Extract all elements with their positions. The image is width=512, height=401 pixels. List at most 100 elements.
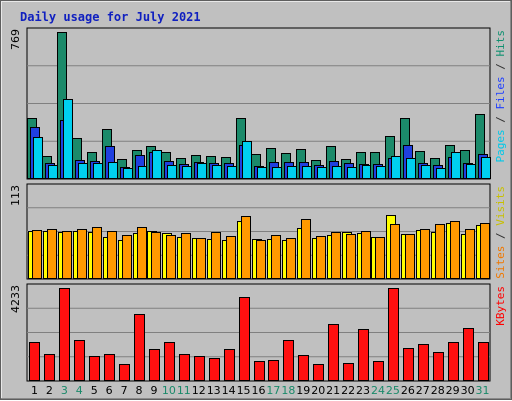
bar-pages-day-16 <box>257 167 267 179</box>
x-tick-label-day-24: 24 <box>371 384 385 397</box>
bar-sites-day-25 <box>390 224 400 279</box>
bar-pages-day-2 <box>48 165 58 179</box>
bar-sites-day-18 <box>286 238 296 279</box>
bar-sites-day-15 <box>241 216 251 279</box>
bar-kbytes-day-22 <box>343 363 354 381</box>
x-tick-label-day-20: 20 <box>311 384 325 397</box>
legend-kbytes: KBytes <box>494 286 507 326</box>
panel-middle-legend: Sites / Visits <box>494 186 507 279</box>
bar-sites-day-20 <box>316 236 326 279</box>
bar-pages-day-5 <box>93 163 103 179</box>
x-tick-label-day-7: 7 <box>121 384 128 397</box>
legend-hits: Hits <box>494 30 507 57</box>
legend-sites: Sites <box>494 246 507 279</box>
bar-kbytes-day-12 <box>194 356 205 381</box>
bar-sites-day-9 <box>151 232 161 279</box>
chart-title: Daily usage for July 2021 <box>20 10 201 24</box>
bar-pages-day-6 <box>108 162 118 179</box>
bar-sites-day-29 <box>450 221 460 279</box>
bar-sites-day-28 <box>435 224 445 279</box>
bar-pages-day-20 <box>317 167 327 179</box>
x-tick-label-day-26: 26 <box>401 384 415 397</box>
bar-kbytes-day-27 <box>418 344 429 381</box>
bar-sites-day-31 <box>480 223 490 279</box>
bar-pages-day-18 <box>287 166 297 179</box>
bar-sites-day-16 <box>256 240 266 279</box>
x-tick-label-day-1: 1 <box>31 384 38 397</box>
bar-sites-day-19 <box>301 219 311 279</box>
bar-sites-day-27 <box>420 229 430 279</box>
bar-kbytes-day-23 <box>358 329 369 381</box>
bar-sites-day-2 <box>47 229 57 279</box>
bar-pages-day-17 <box>272 167 282 179</box>
x-tick-label-day-14: 14 <box>222 384 236 397</box>
bar-pages-day-29 <box>451 152 461 179</box>
bar-pages-day-24 <box>376 166 386 179</box>
bar-kbytes-day-31 <box>478 342 489 381</box>
x-tick-label-day-2: 2 <box>46 384 53 397</box>
bar-sites-day-17 <box>271 235 281 279</box>
bar-kbytes-day-4 <box>74 340 85 381</box>
legend-files: Files <box>494 76 507 109</box>
legend-/: / <box>494 57 507 77</box>
bar-sites-day-10 <box>166 235 176 279</box>
x-tick-label-day-18: 18 <box>281 384 295 397</box>
x-tick-label-day-3: 3 <box>61 384 68 397</box>
x-tick-label-day-31: 31 <box>476 384 490 397</box>
bar-kbytes-day-11 <box>179 354 190 381</box>
bar-kbytes-day-1 <box>29 342 40 381</box>
legend-/: / <box>494 110 507 130</box>
bar-kbytes-day-6 <box>104 354 115 381</box>
bar-pages-day-30 <box>466 164 476 179</box>
x-tick-label-day-5: 5 <box>91 384 98 397</box>
bar-pages-day-11 <box>182 166 192 179</box>
bar-kbytes-day-29 <box>448 342 459 381</box>
bar-sites-day-5 <box>92 227 102 279</box>
bar-kbytes-day-30 <box>463 328 474 381</box>
bar-sites-day-7 <box>122 235 132 279</box>
bar-kbytes-day-3 <box>59 288 70 381</box>
bar-sites-day-11 <box>181 233 191 279</box>
legend-visits: Visits <box>494 186 507 226</box>
x-tick-label-day-6: 6 <box>106 384 113 397</box>
x-tick-label-day-27: 27 <box>416 384 430 397</box>
x-tick-label-day-23: 23 <box>356 384 370 397</box>
bar-kbytes-day-14 <box>224 349 235 381</box>
x-tick-label-day-30: 30 <box>461 384 475 397</box>
bar-sites-day-8 <box>137 227 147 279</box>
bar-sites-day-30 <box>465 229 475 279</box>
x-tick-label-day-10: 10 <box>162 384 176 397</box>
x-tick-label-day-12: 12 <box>192 384 206 397</box>
bar-sites-day-1 <box>32 230 42 279</box>
x-tick-label-day-13: 13 <box>207 384 221 397</box>
x-tick-label-day-19: 19 <box>296 384 310 397</box>
bar-pages-day-27 <box>421 165 431 179</box>
bar-pages-day-10 <box>167 165 177 179</box>
x-tick-label-day-4: 4 <box>76 384 83 397</box>
bar-pages-day-21 <box>332 166 342 179</box>
bar-pages-day-28 <box>436 168 446 179</box>
bar-pages-day-26 <box>406 158 416 179</box>
x-tick-label-day-29: 29 <box>446 384 460 397</box>
bar-sites-day-4 <box>77 229 87 279</box>
bar-kbytes-day-21 <box>328 324 339 381</box>
x-tick-label-day-16: 16 <box>252 384 266 397</box>
bar-pages-day-31 <box>481 157 491 179</box>
bar-sites-day-26 <box>405 234 415 279</box>
panel-bottom-ymax-label: 4233 <box>9 285 22 313</box>
bar-sites-day-12 <box>196 238 206 279</box>
legend-/: / <box>494 226 507 246</box>
bar-pages-day-15 <box>242 141 252 179</box>
bar-kbytes-day-25 <box>388 288 399 381</box>
bar-kbytes-day-15 <box>239 297 250 381</box>
bar-pages-day-22 <box>347 167 357 179</box>
bar-kbytes-day-20 <box>313 364 324 381</box>
x-tick-label-day-25: 25 <box>386 384 400 397</box>
bar-sites-day-3 <box>62 231 72 279</box>
panel-top-legend: Pages / Files / Hits <box>494 30 507 163</box>
bar-pages-day-19 <box>302 166 312 179</box>
bar-kbytes-day-2 <box>44 354 55 381</box>
bar-kbytes-day-18 <box>283 340 294 381</box>
